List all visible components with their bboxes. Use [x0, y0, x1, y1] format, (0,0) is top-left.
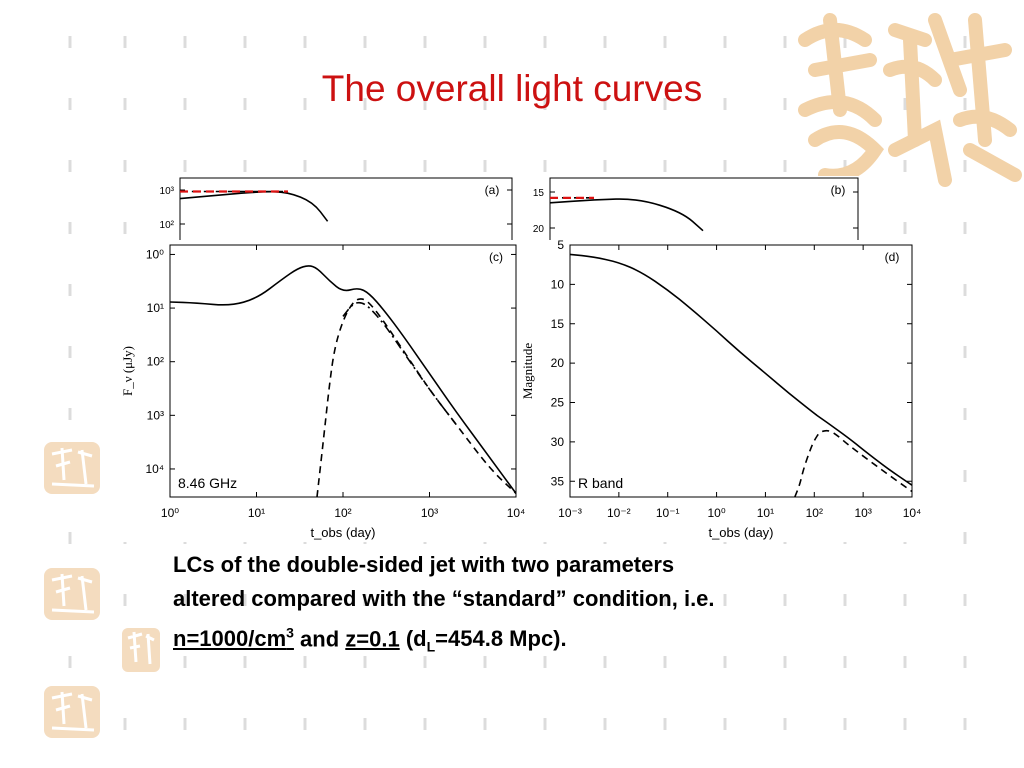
chart-panel: (d) 5 10 15 20 25 30 35 10⁻³ 10⁻² 10⁻¹ 10⁰ 10¹ 10² 10³… [520, 238, 921, 542]
panel-background [542, 176, 858, 240]
x-tick-label: 10² [334, 506, 351, 520]
y-axis-label: Magnitude [520, 343, 535, 400]
y-tick-label: 10³ [147, 408, 164, 422]
seal-icon [44, 568, 100, 620]
series-line [550, 198, 704, 232]
x-tick-label: 10² [806, 506, 823, 520]
y-tick-label: 10 [551, 277, 565, 291]
plot-frame [549, 177, 859, 240]
y-tick-label: 35 [551, 474, 565, 488]
x-tick-label: 10⁻¹ [656, 506, 680, 520]
series-line [570, 253, 912, 486]
x-tick-label: 10⁻³ [558, 506, 582, 520]
chart-panel: (c) 10⁰ 10¹ 10² 10³ 10⁴ 10⁰ 10¹ 10² 10³ 10⁴ t_obs (… [120, 240, 530, 542]
panel-background [172, 176, 514, 240]
panel-annotation: 8.46 GHz [178, 475, 237, 491]
y-tick-label: 30 [551, 435, 565, 449]
x-tick-label: 10⁰ [707, 506, 725, 520]
panel-background [530, 240, 920, 542]
x-tick-label: 10¹ [248, 506, 265, 520]
caption-and: and [293, 626, 346, 652]
y-tick-label: 10² [160, 220, 175, 231]
x-axis-label: t_obs (day) [708, 525, 773, 540]
panel-annotation: R band [578, 475, 623, 491]
panel-label: (d) [885, 250, 900, 264]
y-tick-label: 5 [557, 238, 564, 252]
x-tick-label: 10³ [421, 506, 438, 520]
panel-label: (a) [485, 183, 500, 197]
seal-icon [44, 686, 100, 738]
series-line [316, 298, 516, 497]
calligraphy-seal-decoration [798, 13, 1022, 187]
x-tick-label: 10¹ [757, 506, 774, 520]
y-tick-label: 15 [533, 188, 545, 199]
x-tick-label: 10⁻² [607, 506, 631, 520]
seal-icon [122, 628, 160, 672]
y-tick-label: 20 [533, 224, 545, 235]
x-axis-label: t_obs (day) [310, 525, 375, 540]
y-tick-label: 20 [551, 356, 565, 370]
redshift-value: z=0.1 [345, 626, 400, 652]
series-line [170, 265, 516, 494]
seal-icon [44, 442, 100, 494]
y-tick-label: 10⁴ [145, 462, 164, 476]
panel-label: (b) [831, 183, 846, 197]
slide-caption: LCs of the double-sided jet with two par… [173, 548, 893, 664]
y-axis-label: F_ν (μJy) [120, 346, 135, 396]
density-value: n=1000/cm3 [173, 625, 294, 652]
caption-line-2: altered compared with the “standard” con… [173, 586, 715, 611]
chart-panel: (b) 15 20 [533, 176, 859, 240]
caption-line-1: LCs of the double-sided jet with two par… [173, 552, 675, 577]
y-tick-label: 10⁰ [146, 247, 164, 261]
x-tick-label: 10⁰ [161, 506, 179, 520]
panel-background [120, 240, 530, 542]
y-tick-label: 10³ [160, 186, 175, 197]
x-tick-label: 10³ [854, 506, 871, 520]
plot-frame [179, 177, 513, 240]
chart-panel: (a) 10³ 10² [160, 176, 514, 240]
panel-label: (c) [489, 250, 503, 264]
y-tick-label: 10¹ [147, 301, 164, 315]
x-tick-label: 10⁴ [903, 506, 922, 520]
distance-value: (dL=454.8 Mpc). [399, 626, 567, 655]
y-tick-label: 25 [551, 396, 565, 410]
x-tick-label: 10⁴ [507, 506, 526, 520]
y-tick-label: 15 [551, 317, 565, 331]
plot-frame [569, 244, 913, 498]
slide-title: The overall light curves [321, 68, 703, 109]
y-tick-label: 10² [147, 355, 164, 369]
